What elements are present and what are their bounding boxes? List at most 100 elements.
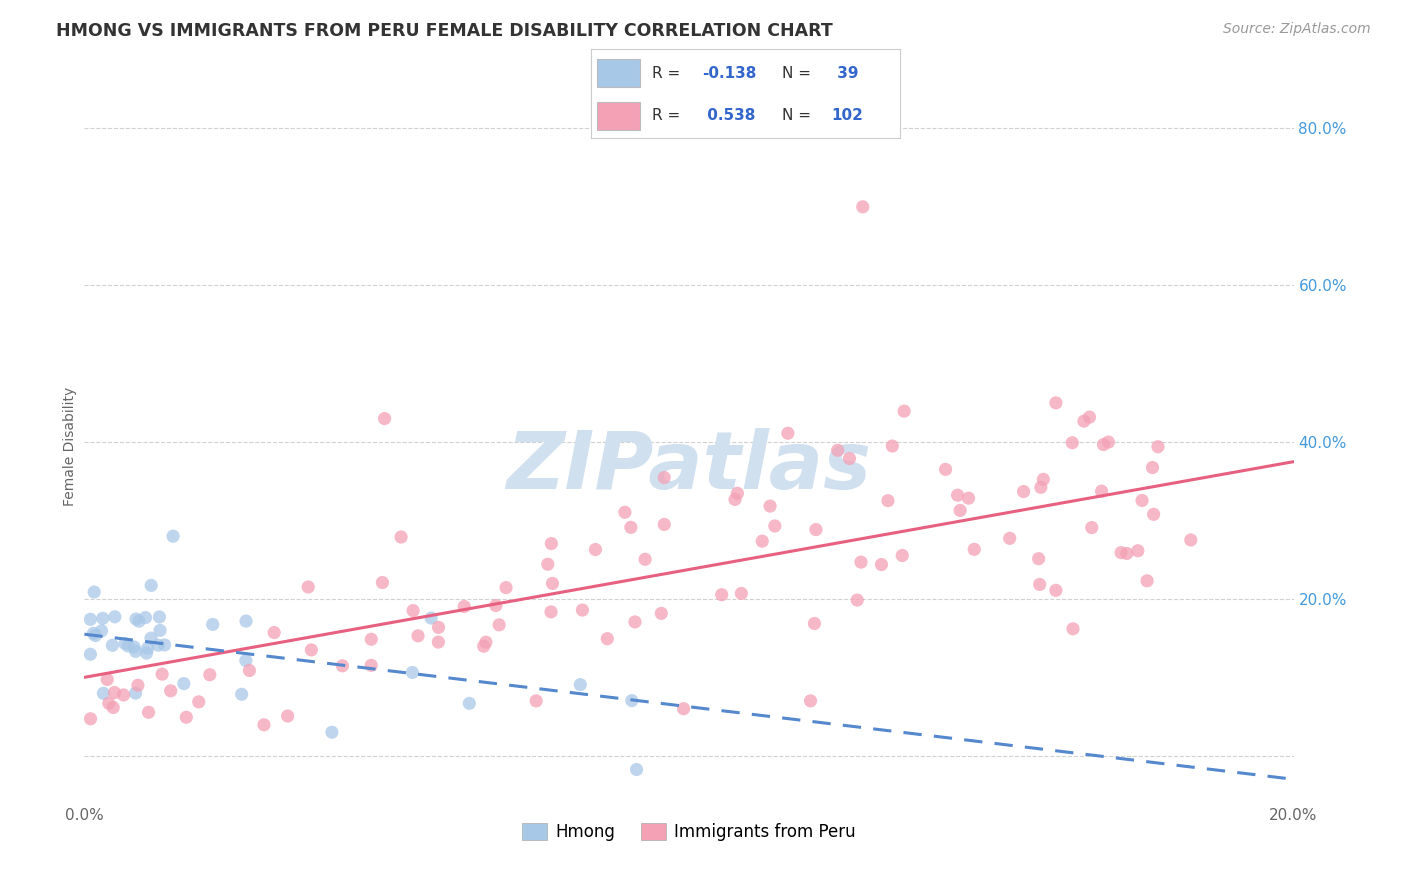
Point [1097, 435, 1119, 450]
Point [101, 638, 124, 652]
Point [571, 603, 593, 617]
Point [949, 503, 972, 517]
Point [569, 678, 592, 692]
Point [1109, 546, 1132, 560]
Point [1032, 472, 1054, 486]
Point [475, 635, 498, 649]
Point [799, 694, 821, 708]
Point [472, 639, 495, 653]
Point [877, 493, 900, 508]
Point [321, 725, 343, 739]
Point [891, 549, 914, 563]
Text: 102: 102 [832, 109, 863, 123]
Y-axis label: Female Disability: Female Disability [63, 386, 77, 506]
Point [112, 688, 135, 702]
Point [882, 439, 904, 453]
Point [870, 558, 893, 572]
Point [963, 542, 986, 557]
Text: -0.138: -0.138 [702, 66, 756, 80]
Point [652, 517, 675, 532]
Point [299, 643, 322, 657]
Point [159, 683, 181, 698]
Point [541, 576, 564, 591]
Point [371, 575, 394, 590]
Point [176, 710, 198, 724]
Point [420, 611, 443, 625]
Point [79, 612, 101, 626]
Point [537, 558, 560, 572]
Point [173, 676, 195, 690]
Point [124, 644, 146, 658]
Point [125, 612, 148, 626]
Point [1062, 435, 1084, 450]
Point [1028, 551, 1050, 566]
Point [235, 654, 257, 668]
Point [117, 639, 139, 653]
Point [360, 632, 382, 647]
Text: ZIPatlas: ZIPatlas [506, 428, 872, 507]
Point [1092, 437, 1115, 451]
Point [652, 470, 675, 484]
Text: 39: 39 [832, 66, 858, 80]
Point [838, 451, 860, 466]
Text: N =: N = [782, 66, 815, 80]
Point [1045, 396, 1067, 410]
Point [957, 491, 980, 505]
Point [763, 519, 786, 533]
Point [1029, 480, 1052, 494]
Point [1143, 508, 1166, 522]
Point [84, 628, 107, 642]
Point [453, 599, 475, 614]
Point [1062, 622, 1084, 636]
Point [730, 586, 752, 600]
Point [427, 635, 450, 649]
Point [139, 631, 162, 645]
Point [231, 687, 253, 701]
Point [1078, 410, 1101, 425]
Point [804, 523, 827, 537]
Point [524, 694, 547, 708]
Point [374, 411, 396, 425]
Point [103, 700, 125, 714]
Point [83, 585, 105, 599]
Point [401, 665, 423, 680]
Point [141, 578, 163, 592]
Point [103, 685, 125, 699]
Point [1012, 484, 1035, 499]
Point [91, 611, 114, 625]
Point [849, 555, 872, 569]
FancyBboxPatch shape [596, 59, 640, 87]
Point [540, 536, 562, 550]
Point [402, 604, 425, 618]
Point [620, 693, 643, 707]
Text: R =: R = [652, 109, 686, 123]
Point [495, 581, 517, 595]
Point [406, 629, 429, 643]
Point [725, 486, 748, 500]
Point [620, 520, 643, 534]
Point [613, 505, 636, 519]
Point [79, 712, 101, 726]
Point [79, 647, 101, 661]
Point [235, 614, 257, 628]
Point [540, 605, 562, 619]
Point [238, 664, 260, 678]
Point [846, 593, 869, 607]
Point [893, 404, 915, 418]
Point [149, 624, 172, 638]
Point [1073, 414, 1095, 428]
Point [134, 610, 156, 624]
Point [1090, 484, 1112, 499]
Text: Source: ZipAtlas.com: Source: ZipAtlas.com [1223, 22, 1371, 37]
Point [90, 624, 112, 638]
Point [82, 626, 104, 640]
FancyBboxPatch shape [596, 102, 640, 130]
Text: 0.538: 0.538 [702, 109, 755, 123]
Point [634, 552, 657, 566]
Point [114, 636, 136, 650]
Point [1028, 577, 1050, 591]
Point [136, 641, 159, 656]
Point [751, 534, 773, 549]
Point [935, 462, 957, 476]
Point [672, 702, 695, 716]
